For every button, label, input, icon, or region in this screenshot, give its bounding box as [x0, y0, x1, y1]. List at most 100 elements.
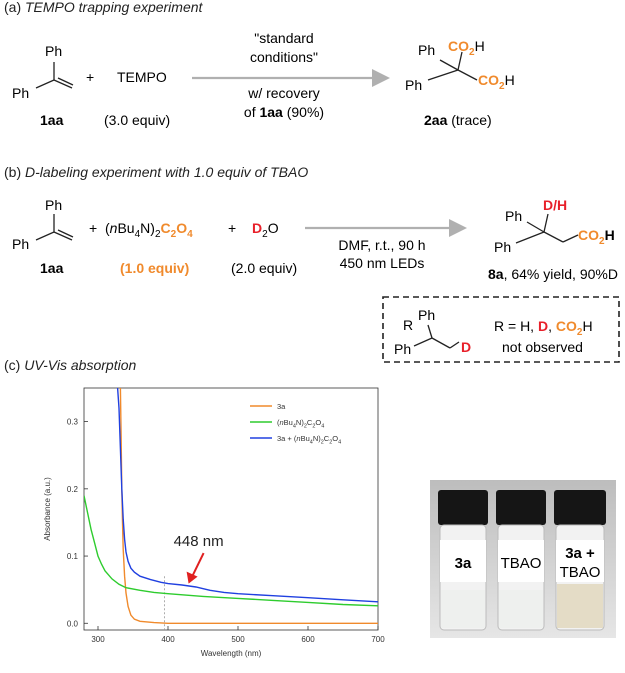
compound-id: 8a [488, 266, 504, 282]
paren: ( [105, 220, 110, 236]
legend-text-part: ( [277, 418, 280, 427]
co2h-top: CO2H [448, 38, 485, 58]
vial-3-label-2: TBAO [560, 564, 601, 581]
recovery-id: 1aa [259, 104, 283, 120]
vials-illustration: 3a TBAO 3a + TBAO [430, 480, 616, 638]
reagent-d2o: D2O [252, 220, 279, 240]
d2o-equiv: (2.0 equiv) [231, 260, 297, 276]
d-label: D [461, 339, 471, 355]
compound-id: 1aa [40, 260, 64, 276]
plus-sign: + [86, 69, 94, 85]
reagent-tbao: (nBu4N)2C2O4 [105, 220, 193, 240]
bond [543, 231, 564, 243]
r-co: CO [556, 318, 577, 334]
bond [562, 234, 579, 243]
o: O [176, 220, 187, 236]
product-8a: D/H Ph Ph CO2H 8a, 64% yield, 90%D [488, 197, 618, 282]
legend-text-part: n [280, 418, 284, 427]
sub-4b: 4 [187, 229, 193, 240]
product-label: 8a, 64% yield, 90%D [488, 266, 618, 282]
sub-2: 2 [469, 47, 475, 58]
x-tick-label: 600 [301, 635, 315, 644]
liquid [557, 584, 603, 628]
vial-2 [496, 490, 546, 631]
section-b-title: D-labeling experiment with 1.0 equiv of … [25, 164, 309, 180]
legend-text-part: 2 [304, 424, 307, 430]
h: H [505, 72, 515, 88]
compound-id: 2aa [424, 112, 448, 128]
uv-vis-chart: 300 400 500 600 700 0.0 0.1 0.2 0.3 Wavelength (n… [43, 387, 385, 658]
y-tick-label: 0.3 [67, 418, 79, 427]
cap [438, 490, 488, 525]
ph-left: Ph [12, 85, 29, 101]
compound-id: 1aa [40, 112, 64, 128]
legend-text-part: 4 [338, 440, 341, 446]
reagent-tbao-equiv: (1.0 equiv) [120, 260, 189, 276]
ph-left: Ph [12, 236, 29, 252]
r-d: D [538, 318, 548, 334]
not-observed-text: not observed [502, 339, 583, 355]
scheme-a: Ph Ph 1aa + TEMPO (3.0 equiv) "standard … [12, 30, 515, 128]
h: H [605, 227, 615, 243]
bond [457, 51, 463, 71]
legend-text-part: Bu [301, 434, 310, 443]
y-tick-label: 0.2 [67, 485, 79, 494]
cap [496, 490, 546, 525]
legend-text-part: C [307, 418, 313, 427]
bond [53, 79, 73, 89]
vial-3 [554, 490, 606, 631]
y-tick-label: 0.1 [67, 552, 79, 561]
co: CO [448, 38, 469, 54]
sub-4: 4 [135, 229, 141, 240]
plus-sign-2: + [228, 220, 236, 236]
section-b-prefix: (b) [4, 164, 25, 180]
legend-text-part: 4 [321, 424, 324, 430]
annotation-448nm: 448 nm [174, 533, 224, 550]
bond [439, 59, 459, 71]
product-label: 2aa (trace) [424, 112, 492, 128]
x-tick-label: 700 [371, 635, 385, 644]
label-band [498, 540, 544, 582]
product-2aa: Ph Ph CO2H CO2H 2aa (trace) [405, 38, 515, 128]
bond [449, 341, 460, 349]
sub-2b: 2 [171, 229, 177, 240]
r-group: R [403, 317, 413, 333]
r-eq: R = H, [494, 318, 538, 334]
section-a-label: (a) TEMPO trapping experiment [4, 0, 202, 15]
n-paren: N) [140, 220, 155, 236]
ph-2: Ph [405, 77, 422, 93]
plot-frame [83, 387, 379, 631]
section-c-prefix: (c) [4, 357, 25, 373]
comma: , [548, 318, 556, 334]
legend-text-part: 2 [321, 440, 324, 446]
r-sub-2: 2 [577, 327, 583, 338]
legend-text-part: N) [296, 418, 304, 427]
legend-text-part: 3a [277, 402, 286, 411]
bu: Bu [117, 220, 134, 236]
legend-text-part: O [332, 434, 338, 443]
series-3a-plus-tbao-line [116, 388, 378, 603]
yield-note: (trace) [447, 112, 491, 128]
ph-2: Ph [394, 341, 411, 357]
reaction-arrow [192, 69, 390, 87]
scheme-b: Ph Ph 1aa + (nBu4N)2C2O4 (1.0 equiv) + D… [12, 197, 620, 363]
arrow-head [449, 219, 467, 237]
ph-1: Ph [505, 208, 522, 224]
label-band [556, 540, 604, 582]
vial-1 [438, 490, 488, 631]
ph-1: Ph [418, 307, 435, 323]
bond [35, 231, 55, 241]
bond [431, 337, 451, 349]
x-tick-label: 500 [231, 635, 245, 644]
vials-photo: 3a TBAO 3a + TBAO [430, 480, 616, 638]
recovery-suffix: (90%) [283, 104, 324, 120]
reactant-1aa-b: Ph Ph 1aa [12, 197, 74, 276]
annotation-arrow-head [186, 571, 198, 584]
recovery-line-2: of 1aa (90%) [244, 104, 324, 120]
ph-top: Ph [45, 197, 62, 213]
label-band [440, 540, 486, 582]
dh: D/H [543, 197, 567, 213]
legend-3a-plus-tbao-label: 3a + (nBu4N)2C2O4 [277, 434, 341, 446]
liquid [441, 590, 485, 628]
legend-text-part: 2 [329, 440, 332, 446]
